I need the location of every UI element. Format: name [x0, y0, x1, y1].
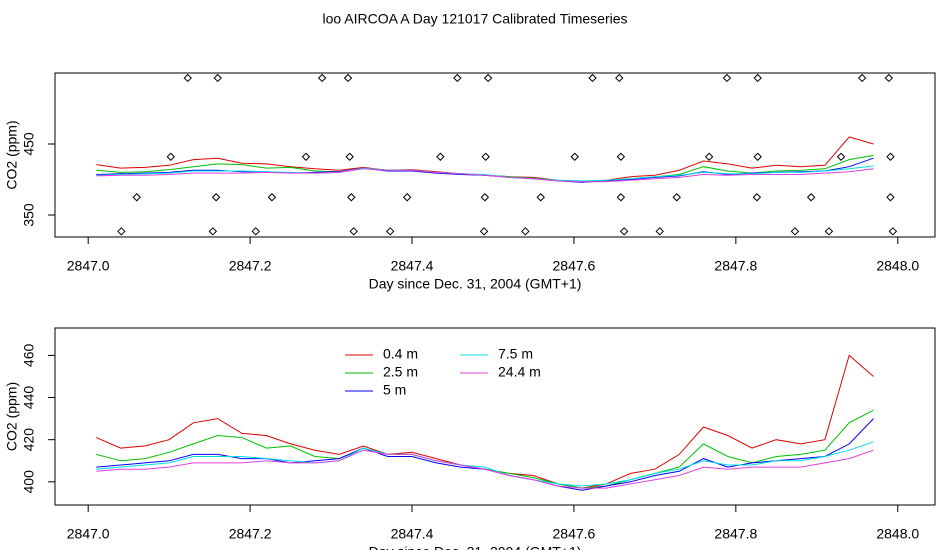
legend-label: 7.5 m [498, 346, 533, 362]
y-tick-label: 400 [21, 470, 37, 494]
flag-marker [301, 152, 311, 161]
flag-marker [117, 227, 126, 236]
x-tick-label: 2847.4 [391, 526, 434, 542]
flag-marker [615, 73, 624, 83]
x-tick-label: 2847.2 [229, 526, 272, 542]
series-line [96, 354, 874, 489]
flag-marker [886, 152, 895, 161]
flag-marker [479, 227, 489, 236]
flag-marker [317, 73, 327, 83]
flag-marker [453, 73, 462, 83]
x-tick-label: 2848.0 [876, 258, 919, 274]
flag-marker [436, 152, 445, 161]
flag-marker [616, 193, 626, 202]
flag-marker [722, 73, 732, 83]
series-line [96, 157, 874, 183]
flag-marker [349, 227, 358, 236]
series-line [96, 409, 874, 489]
y-tick-label: 440 [21, 386, 37, 410]
flag-marker [790, 227, 800, 236]
flag-marker [483, 73, 493, 83]
x-tick-label: 2847.6 [553, 526, 596, 542]
flag-marker [481, 152, 490, 161]
x-tick-label: 2847.8 [714, 526, 757, 542]
flag-marker [385, 227, 395, 236]
flag-marker [619, 227, 629, 236]
flag-marker [132, 193, 141, 202]
plot-box [54, 72, 936, 238]
flag-marker [536, 193, 545, 202]
y-tick-label: 420 [21, 428, 37, 452]
x-tick-label: 2847.0 [67, 526, 110, 542]
flag-marker [672, 193, 681, 202]
series-line [96, 449, 874, 489]
flag-marker [886, 193, 895, 202]
x-tick-label: 2847.6 [553, 258, 596, 274]
legend-label: 0.4 m [383, 346, 418, 362]
x-tick-label: 2847.8 [714, 258, 757, 274]
y-tick-label: 450 [21, 132, 37, 156]
flag-marker [343, 73, 353, 83]
flag-marker [655, 227, 664, 236]
flag-marker [884, 73, 894, 83]
legend-label: 2.5 m [383, 364, 418, 380]
flag-marker [480, 193, 490, 202]
flag-marker [752, 193, 762, 202]
series-line [96, 418, 874, 491]
flag-marker [521, 227, 530, 236]
flag-marker [888, 227, 898, 236]
flag-marker [166, 152, 175, 161]
flag-marker [208, 227, 218, 236]
flag-marker [267, 193, 277, 202]
flag-marker [753, 152, 762, 161]
flag-marker [616, 152, 626, 161]
y-tick-label: 350 [21, 203, 37, 227]
chart-title: loo AIRCOA A Day 121017 Calibrated Times… [322, 11, 627, 27]
x-tick-label: 2847.2 [229, 258, 272, 274]
x-tick-label: 2847.0 [67, 258, 110, 274]
x-axis-label: Day since Dec. 31, 2004 (GMT+1) [369, 276, 582, 292]
flag-marker [345, 152, 354, 161]
flag-marker [402, 193, 412, 202]
plot-box [54, 327, 936, 506]
y-axis-label: CO2 (ppm) [4, 120, 20, 189]
flag-marker [753, 73, 762, 83]
y-axis-label: CO2 (ppm) [4, 382, 20, 451]
series-line [96, 441, 874, 487]
flag-marker [251, 227, 260, 236]
flag-marker [704, 152, 714, 161]
flag-marker [588, 73, 597, 83]
legend-label: 5 m [383, 382, 406, 398]
series-line [96, 168, 874, 183]
flag-marker [213, 73, 222, 83]
flag-marker [836, 152, 846, 161]
x-tick-label: 2848.0 [876, 526, 919, 542]
flag-marker [211, 193, 221, 202]
x-tick-label: 2847.4 [391, 258, 434, 274]
flag-marker [857, 73, 867, 83]
flag-marker [183, 73, 192, 83]
y-tick-label: 460 [21, 344, 37, 368]
flag-marker [570, 152, 579, 161]
series-line [96, 165, 874, 182]
flag-marker [806, 193, 816, 202]
flag-marker [347, 193, 356, 202]
x-axis-label: Day since Dec. 31, 2004 (GMT+1) [369, 544, 582, 550]
flag-marker [824, 227, 834, 236]
legend-label: 24.4 m [498, 364, 541, 380]
